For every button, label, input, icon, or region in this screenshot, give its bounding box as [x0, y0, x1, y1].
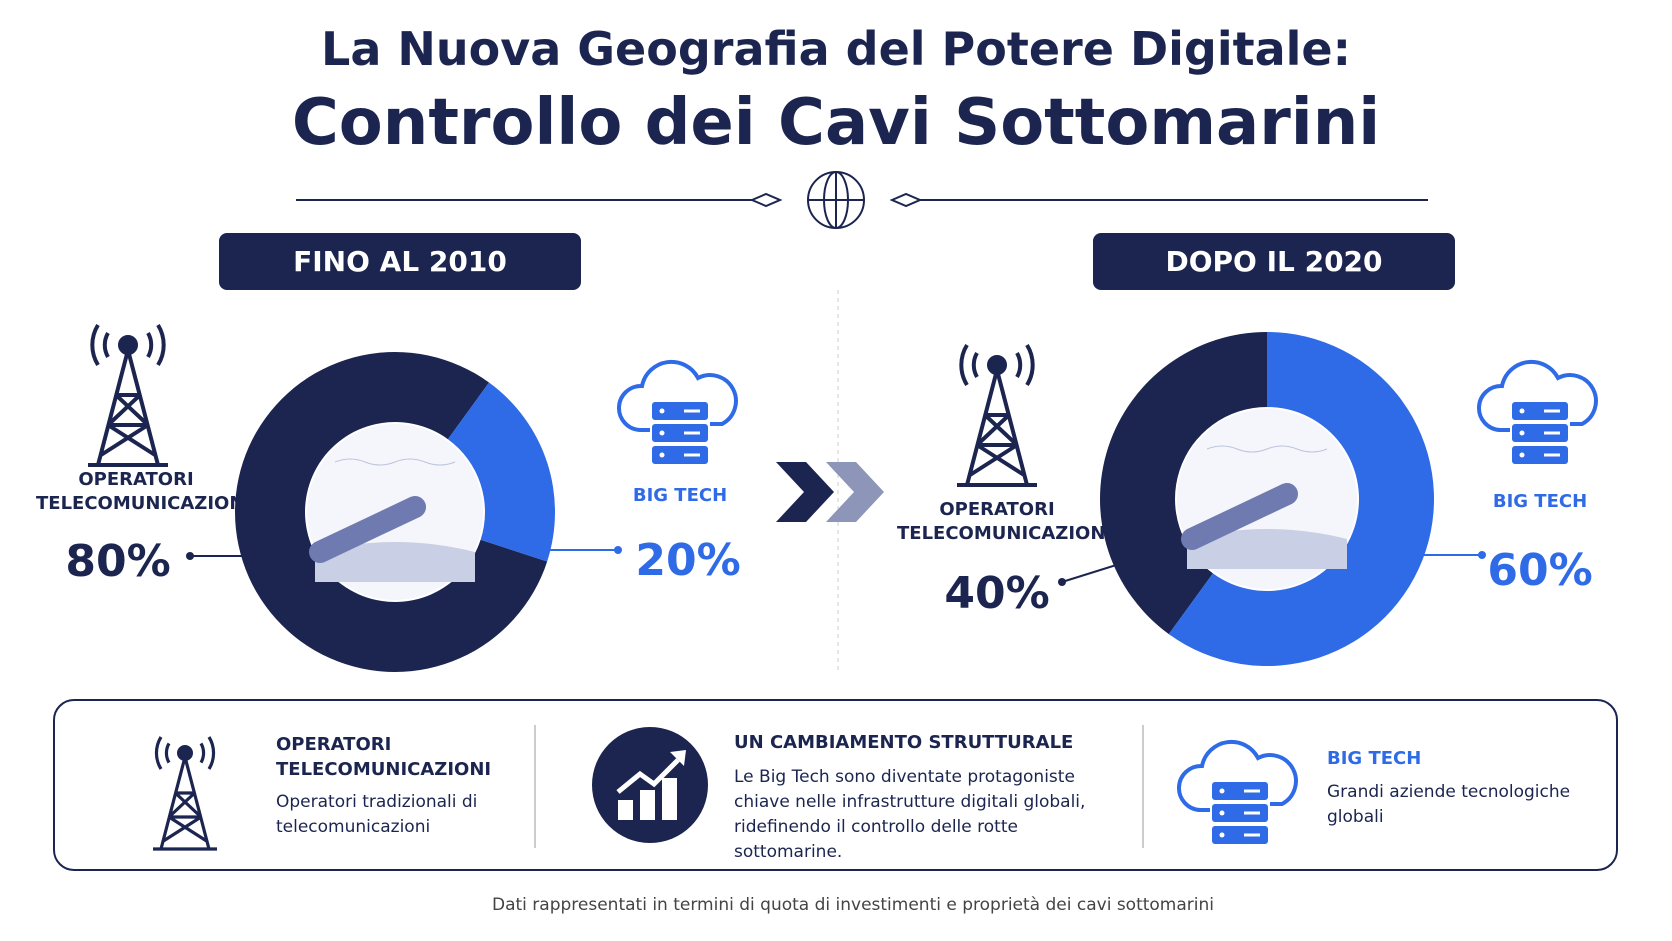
cloud-icon — [617, 359, 738, 464]
server — [1212, 782, 1268, 800]
period-title: FINO AL 2010 — [293, 245, 507, 278]
category-label: OPERATORI TELECOMUNICAZIONI — [897, 499, 1113, 544]
connector-dot — [614, 546, 622, 554]
server-led — [659, 408, 665, 414]
server-led — [1519, 408, 1525, 414]
server — [652, 424, 708, 442]
tower-icon — [152, 736, 218, 851]
title: La Nuova Geografia del Potere Digitale: — [321, 22, 1351, 76]
cloud-icon — [617, 359, 738, 432]
server — [1212, 826, 1268, 844]
arrows — [776, 462, 884, 522]
connector — [1061, 555, 1146, 583]
server-led — [1219, 788, 1225, 794]
period-pill — [219, 233, 581, 290]
divider — [296, 171, 1428, 229]
subtitle: Controllo dei Cavi Sottomarini — [291, 86, 1381, 160]
tower-icon — [987, 355, 1007, 375]
server-led — [659, 452, 665, 458]
tower-icon — [152, 736, 218, 851]
value-label: 40% — [944, 568, 1050, 619]
server — [652, 402, 708, 420]
server — [652, 446, 708, 464]
tower-icon — [957, 343, 1037, 487]
server — [1212, 804, 1268, 822]
server-led — [1219, 810, 1225, 816]
panel-item-title: OPERATORI TELECOMUNICAZIONI — [276, 734, 492, 780]
connector-dot — [1478, 551, 1486, 559]
server — [1512, 402, 1568, 420]
cloud-icon — [1177, 739, 1298, 812]
cable — [1181, 483, 1298, 550]
panel-item-title: BIG TECH — [1327, 748, 1422, 769]
panel-item-text: Grandi aziende tecnologiche globali — [1327, 782, 1571, 827]
tower-icon — [88, 323, 168, 467]
server-led — [659, 430, 665, 436]
waves — [334, 458, 456, 466]
panel-item-text: Le Big Tech sono diventate protagoniste … — [734, 767, 1086, 862]
footer: Dati rappresentati in termini di quota d… — [492, 895, 1214, 915]
growth-bars — [616, 750, 686, 820]
server-led — [1519, 430, 1525, 436]
server — [1512, 446, 1568, 464]
connector-dot — [1141, 552, 1149, 560]
value-label: 20% — [635, 535, 741, 586]
donut-segment — [1168, 332, 1434, 666]
connector-dot — [266, 552, 274, 560]
connector-dot — [1058, 578, 1066, 586]
donut-segment — [447, 382, 555, 562]
waves — [1206, 445, 1328, 453]
tower-icon — [176, 744, 194, 761]
tower-icon — [88, 323, 168, 467]
server-led — [1519, 452, 1525, 458]
tower-icon — [118, 335, 138, 355]
server — [1512, 424, 1568, 442]
donut-segment — [235, 352, 548, 673]
category-label: BIG TECH — [1492, 491, 1588, 512]
connector-dot — [1404, 551, 1412, 559]
panel-item-title: UN CAMBIAMENTO STRUTTURALE — [734, 732, 1074, 753]
info-panel — [53, 699, 1618, 871]
tower-icon — [957, 343, 1037, 487]
cloud-icon — [1477, 359, 1598, 432]
donut-segment — [1100, 332, 1267, 635]
connector-dot — [186, 552, 194, 560]
cloud-icon — [1177, 739, 1298, 844]
category-label: OPERATORI TELECOMUNICAZIONI — [36, 469, 252, 514]
value-label: 60% — [1487, 545, 1593, 596]
panel-item-text: Operatori tradizionali di telecomunicazi… — [276, 792, 478, 837]
growth-icon — [592, 727, 708, 843]
value-label: 80% — [65, 536, 171, 587]
category-label: BIG TECH — [632, 485, 728, 506]
seabed — [315, 542, 475, 582]
cloud-icon — [1477, 359, 1598, 464]
seabed — [1187, 529, 1347, 569]
cable — [309, 496, 426, 563]
period-pill — [1093, 233, 1455, 290]
connector-dot — [536, 546, 544, 554]
period-title: DOPO IL 2020 — [1165, 245, 1382, 278]
server-led — [1219, 832, 1225, 838]
